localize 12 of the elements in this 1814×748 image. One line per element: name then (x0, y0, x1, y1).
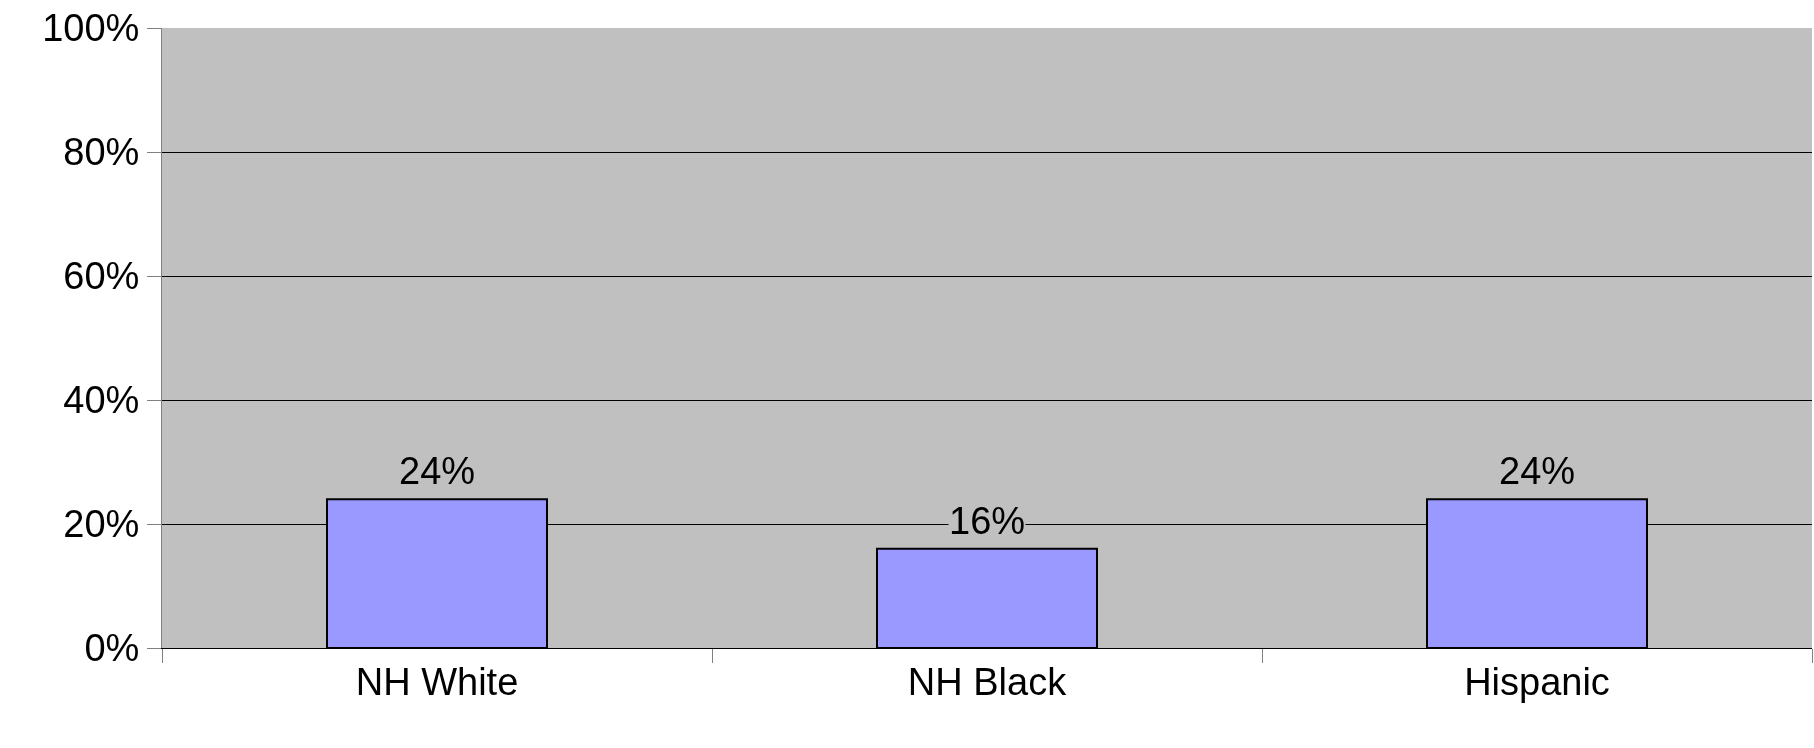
x-tick-label: Hispanic (1464, 660, 1610, 703)
x-tick-label: NH Black (907, 660, 1068, 703)
x-tick-label: NH White (355, 660, 519, 703)
y-tick-label: 80% (63, 131, 140, 174)
y-tick-label: 100% (42, 7, 140, 50)
data-label: 24% (399, 450, 476, 492)
y-tick-label: 60% (63, 255, 140, 298)
y-tick-label: 20% (63, 503, 140, 546)
data-label: 16% (949, 500, 1026, 542)
y-tick-label: 0% (84, 627, 140, 670)
data-label: 24% (1499, 450, 1576, 492)
y-tick-label: 40% (63, 379, 140, 422)
